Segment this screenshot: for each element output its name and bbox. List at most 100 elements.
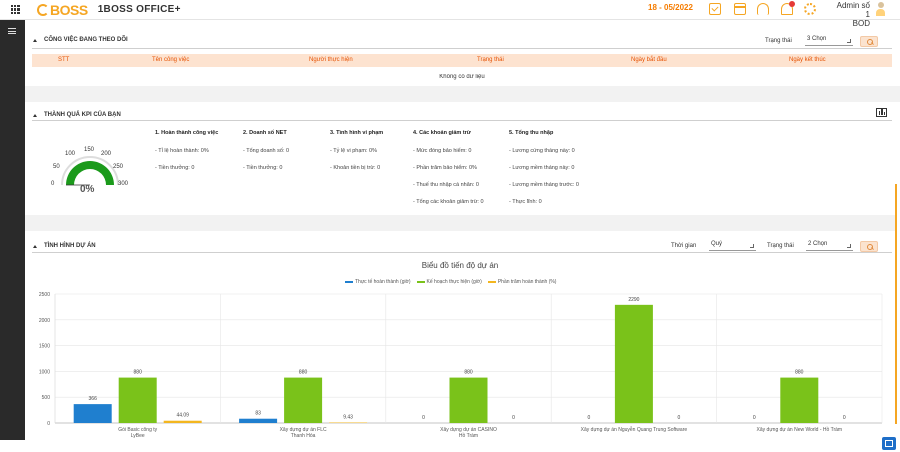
divider [32, 48, 892, 49]
kpi-col-4: 4. Các khoản giảm trừ - Mức đóng bảo hiể… [413, 130, 484, 216]
x-tick-label: Hồ Tràm [459, 433, 478, 439]
headset-icon[interactable] [757, 3, 769, 15]
scrollbar[interactable] [895, 184, 897, 424]
data-label: 0 [678, 415, 681, 421]
gauge-value: 0% [80, 184, 95, 195]
app-title: 1BOSS OFFICE+ [97, 4, 181, 15]
legend-swatch [487, 281, 496, 283]
kpi-line: - Phần trăm bảo hiểm: 0% [413, 165, 477, 171]
col-assignee[interactable]: Người thực hiện [309, 57, 353, 63]
kpi-line: - Thực lĩnh: 0 [509, 199, 542, 205]
task-check-icon[interactable] [709, 3, 721, 15]
user-info[interactable]: Admin số 1 BOD [830, 1, 870, 28]
legend-swatch [416, 281, 425, 283]
top-bar: BOSS 1BOSS OFFICE+ [0, 0, 900, 20]
project-status-select[interactable]: 2 Chọn [806, 240, 853, 251]
kpi-col-3: 3. Tình hình vi phạm - Tỷ lệ vi phạm: 0%… [330, 130, 383, 182]
y-tick-label: 500 [42, 395, 51, 401]
time-filter-label: Thời gian [671, 243, 697, 249]
task-search-button[interactable] [860, 36, 878, 47]
avatar[interactable] [876, 2, 885, 16]
col-end-date[interactable]: Ngày kết thúc [789, 57, 826, 63]
project-status-value: 2 Chọn [808, 241, 828, 247]
current-date[interactable]: 18 - 05/2022 [648, 3, 693, 12]
task-status-select[interactable]: 3 Chọn [805, 35, 853, 46]
x-tick-label: Xây dựng dự án CASINO [440, 427, 497, 433]
collapse-triangle-icon[interactable] [33, 113, 37, 117]
user-name: Admin số 1 [836, 1, 870, 19]
time-filter-select[interactable]: Quý [709, 240, 756, 251]
kpi-header[interactable]: THÀNH QUẢ KPI CỦA BẠN [33, 112, 121, 118]
bar-1-3 [614, 304, 653, 423]
bar-0-0 [73, 404, 112, 423]
gauge-svg [61, 156, 119, 186]
logo-mark-icon [37, 3, 49, 16]
data-label: 880 [795, 370, 804, 376]
col-start-date[interactable]: Ngày bắt đầu [631, 57, 667, 63]
kpi-line: - Tổng các khoản giảm trừ: 0 [413, 199, 484, 205]
bar-0-1 [239, 418, 278, 423]
kpi-line: - Tỷ lệ vi phạm: 0% [330, 148, 377, 154]
kpi-line: - Lương cứng tháng này: 0 [509, 148, 575, 154]
logo[interactable]: BOSS [37, 2, 88, 18]
project-progress-chart: 0 500 1000 1500 2000 2500 366 880 44.09 Gói Basic… [39, 292, 883, 439]
bar-chart-icon[interactable] [876, 108, 887, 117]
kpi-col-title: 4. Các khoản giảm trừ [413, 130, 471, 136]
y-tick-label: 2000 [39, 318, 50, 324]
followed-tasks-header[interactable]: CÔNG VIỆC ĐANG THEO DÕI [33, 37, 128, 43]
apps-grid-icon[interactable] [11, 5, 20, 14]
calendar-icon[interactable] [734, 3, 746, 15]
kpi-col-5: 5. Tổng thu nhập - Lương cứng tháng này:… [509, 130, 579, 216]
gauge-outer-ring [61, 156, 119, 186]
data-label: 0 [422, 415, 425, 421]
legend-item-percent[interactable]: Phần trăm hoàn thành (%) [487, 279, 556, 285]
x-tick-label: Thanh Hóa [291, 433, 316, 439]
kpi-col-title: 2. Doanh số NET [243, 130, 287, 136]
x-tick-label: Gói Basic công ty [118, 427, 157, 433]
x-tick-label: LyBee [131, 433, 145, 439]
gauge-tick-300: 300 [118, 181, 129, 187]
collapse-triangle-icon[interactable] [33, 38, 37, 42]
col-task-name[interactable]: Tên công việc [152, 57, 190, 63]
exit-fullscreen-button[interactable] [882, 437, 896, 450]
collapse-triangle-icon[interactable] [33, 244, 37, 248]
kpi-col-2: 2. Doanh số NET - Tổng doanh số: 0 - Tiề… [243, 130, 289, 182]
legend-label: Kế hoạch thực hiện (giờ) [426, 279, 482, 285]
data-label: 0 [753, 415, 756, 421]
section-gap [25, 86, 900, 102]
project-search-button[interactable] [860, 241, 878, 252]
data-label: 0 [512, 415, 515, 421]
gauge-fill [66, 161, 114, 185]
kpi-line: - Tiền thưởng: 0 [243, 165, 283, 171]
menu-list-icon[interactable] [8, 28, 16, 34]
x-tick-label: Xây dựng dự án New World - Hồ Tràm [757, 427, 843, 433]
kpi-line: - Mức đóng bảo hiểm: 0 [413, 148, 472, 154]
sidebar [0, 20, 25, 440]
kpi-line: - Tiền thưởng: 0 [155, 165, 195, 171]
bar-2-0 [163, 420, 202, 423]
kpi-line: - Tổng doanh số: 0 [243, 148, 290, 154]
bell-icon[interactable] [781, 3, 793, 15]
time-filter-value: Quý [711, 241, 723, 247]
col-stt[interactable]: STT [58, 57, 70, 63]
chart-title: Biểu đồ tiến độ dự án [421, 261, 499, 270]
data-label: 880 [464, 370, 473, 376]
task-table-header: STT Tên công việc Người thực hiện Trạng … [32, 54, 892, 67]
kpi-col-1: 1. Hoàn thành công việc - Tỉ lệ hoàn thà… [155, 130, 218, 182]
gauge-tick-250: 250 [113, 164, 124, 170]
kpi-line: - Lương mềm tháng này: 0 [509, 165, 575, 171]
gear-icon[interactable] [804, 3, 816, 15]
y-tick-label: 0 [47, 421, 50, 427]
legend-item-plan[interactable]: Kế hoạch thực hiện (giờ) [416, 279, 482, 285]
bar-1-2 [449, 377, 488, 423]
chart-legend: Thực tế hoàn thành (giờ) Kế hoạch thực h… [345, 279, 585, 285]
bar-1-1 [284, 377, 323, 423]
projects-header[interactable]: TÌNH HÌNH DỰ ÁN [33, 243, 96, 249]
data-label: 83 [255, 411, 261, 417]
gauge-tick-150: 150 [84, 147, 95, 153]
legend-item-actual[interactable]: Thực tế hoàn thành (giờ) [345, 279, 411, 285]
gauge-tick-100: 100 [65, 151, 76, 157]
col-status[interactable]: Trạng thái [477, 57, 504, 63]
section-gap [25, 215, 895, 231]
user-role: BOD [852, 19, 870, 28]
